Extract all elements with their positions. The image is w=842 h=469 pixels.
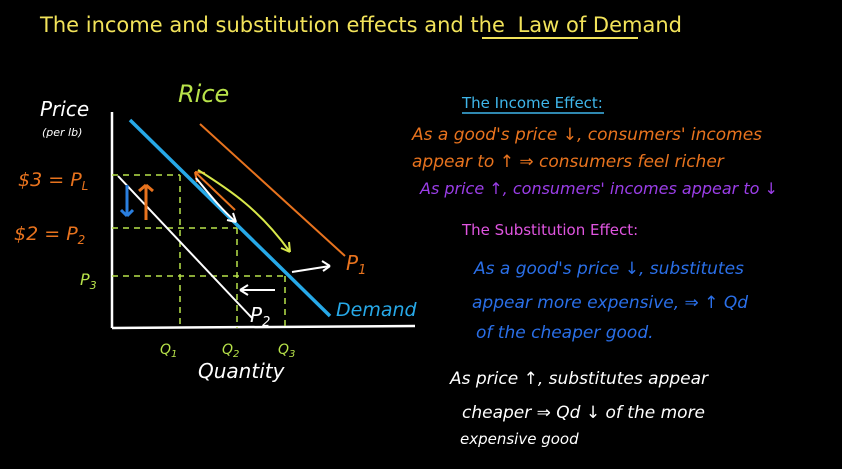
price-prefix: $3 = (18, 169, 64, 191)
price-level-label: $3 = PL (18, 169, 88, 193)
p2-label: P2 (250, 303, 270, 330)
price-prefix: $2 = (14, 223, 60, 245)
substitution-line: appear more expensive, ⇒ ↑ Qd (472, 293, 748, 313)
arrow (195, 177, 237, 223)
curve-symbol: P (346, 251, 359, 275)
price-subscript: 2 (78, 233, 86, 247)
arrow (197, 169, 291, 253)
substitution-line: of the cheaper good. (476, 323, 654, 343)
quantity-symbol: Q (222, 342, 233, 358)
curve-subscript: 2 (262, 315, 270, 330)
p1-label: P1 (346, 251, 366, 278)
demand-curve (128, 118, 332, 318)
quantity-subscript: 3 (289, 349, 295, 360)
title-highlight: Law of Demand (518, 13, 682, 37)
income-line: As price ↑, consumers' incomes appear to… (419, 179, 778, 198)
price-level-label: P3 (80, 270, 97, 292)
arrowhead (226, 212, 237, 223)
quantity-label: Q1 (160, 342, 177, 360)
arrowhead (239, 284, 249, 296)
arrow (194, 171, 236, 211)
substitution-line: As price ↑, substitutes appear (449, 369, 709, 389)
arrowhead (138, 183, 154, 193)
price-subscript: L (82, 179, 89, 193)
p1-curve (199, 123, 346, 257)
arrowhead (119, 208, 135, 218)
curve-symbol: P (250, 303, 263, 327)
substitution-line: As a good's price ↓, substitutes (473, 259, 744, 279)
demand-label: Demand (336, 299, 418, 321)
product-label: Rice (178, 80, 229, 108)
price-symbol: P (66, 223, 78, 245)
substitution-line: cheaper ⇒ Qd ↓ of the more (462, 403, 705, 423)
price-symbol: P (70, 169, 82, 191)
quantity-symbol: Q (278, 342, 289, 358)
substitution-line: expensive good (460, 430, 579, 448)
price-level-label: $2 = P2 (14, 223, 85, 247)
quantity-symbol: Q (160, 342, 171, 358)
title: The income and substitution effects and … (39, 13, 682, 37)
price-symbol: P (80, 270, 90, 289)
arrow (291, 265, 331, 273)
x-axis (111, 324, 416, 330)
income-line: appear to ↑ ⇒ consumers feel richer (412, 152, 725, 172)
curve-subscript: 1 (358, 263, 366, 278)
quantity-subscript: 1 (171, 349, 177, 360)
quantity-label: Q2 (222, 342, 239, 360)
title-text: The income and substitution effects and … (39, 13, 505, 37)
guides (112, 174, 286, 328)
x-axis-label: Quantity (198, 359, 286, 383)
quantity-label: Q3 (278, 342, 295, 360)
y-axis-unit: (per lb) (42, 126, 82, 139)
y-axis-label: Price (40, 97, 89, 121)
arrowhead (321, 260, 331, 272)
substitution-heading: The Substitution Effect: (461, 221, 638, 239)
arrowhead (280, 241, 291, 253)
income-heading: The Income Effect: (461, 94, 603, 112)
income-line: As a good's price ↓, consumers' incomes (411, 125, 762, 145)
arrows (119, 169, 331, 296)
quantity-subscript: 2 (233, 349, 239, 360)
price-subscript: 3 (90, 279, 97, 292)
p2-curve (117, 175, 253, 319)
